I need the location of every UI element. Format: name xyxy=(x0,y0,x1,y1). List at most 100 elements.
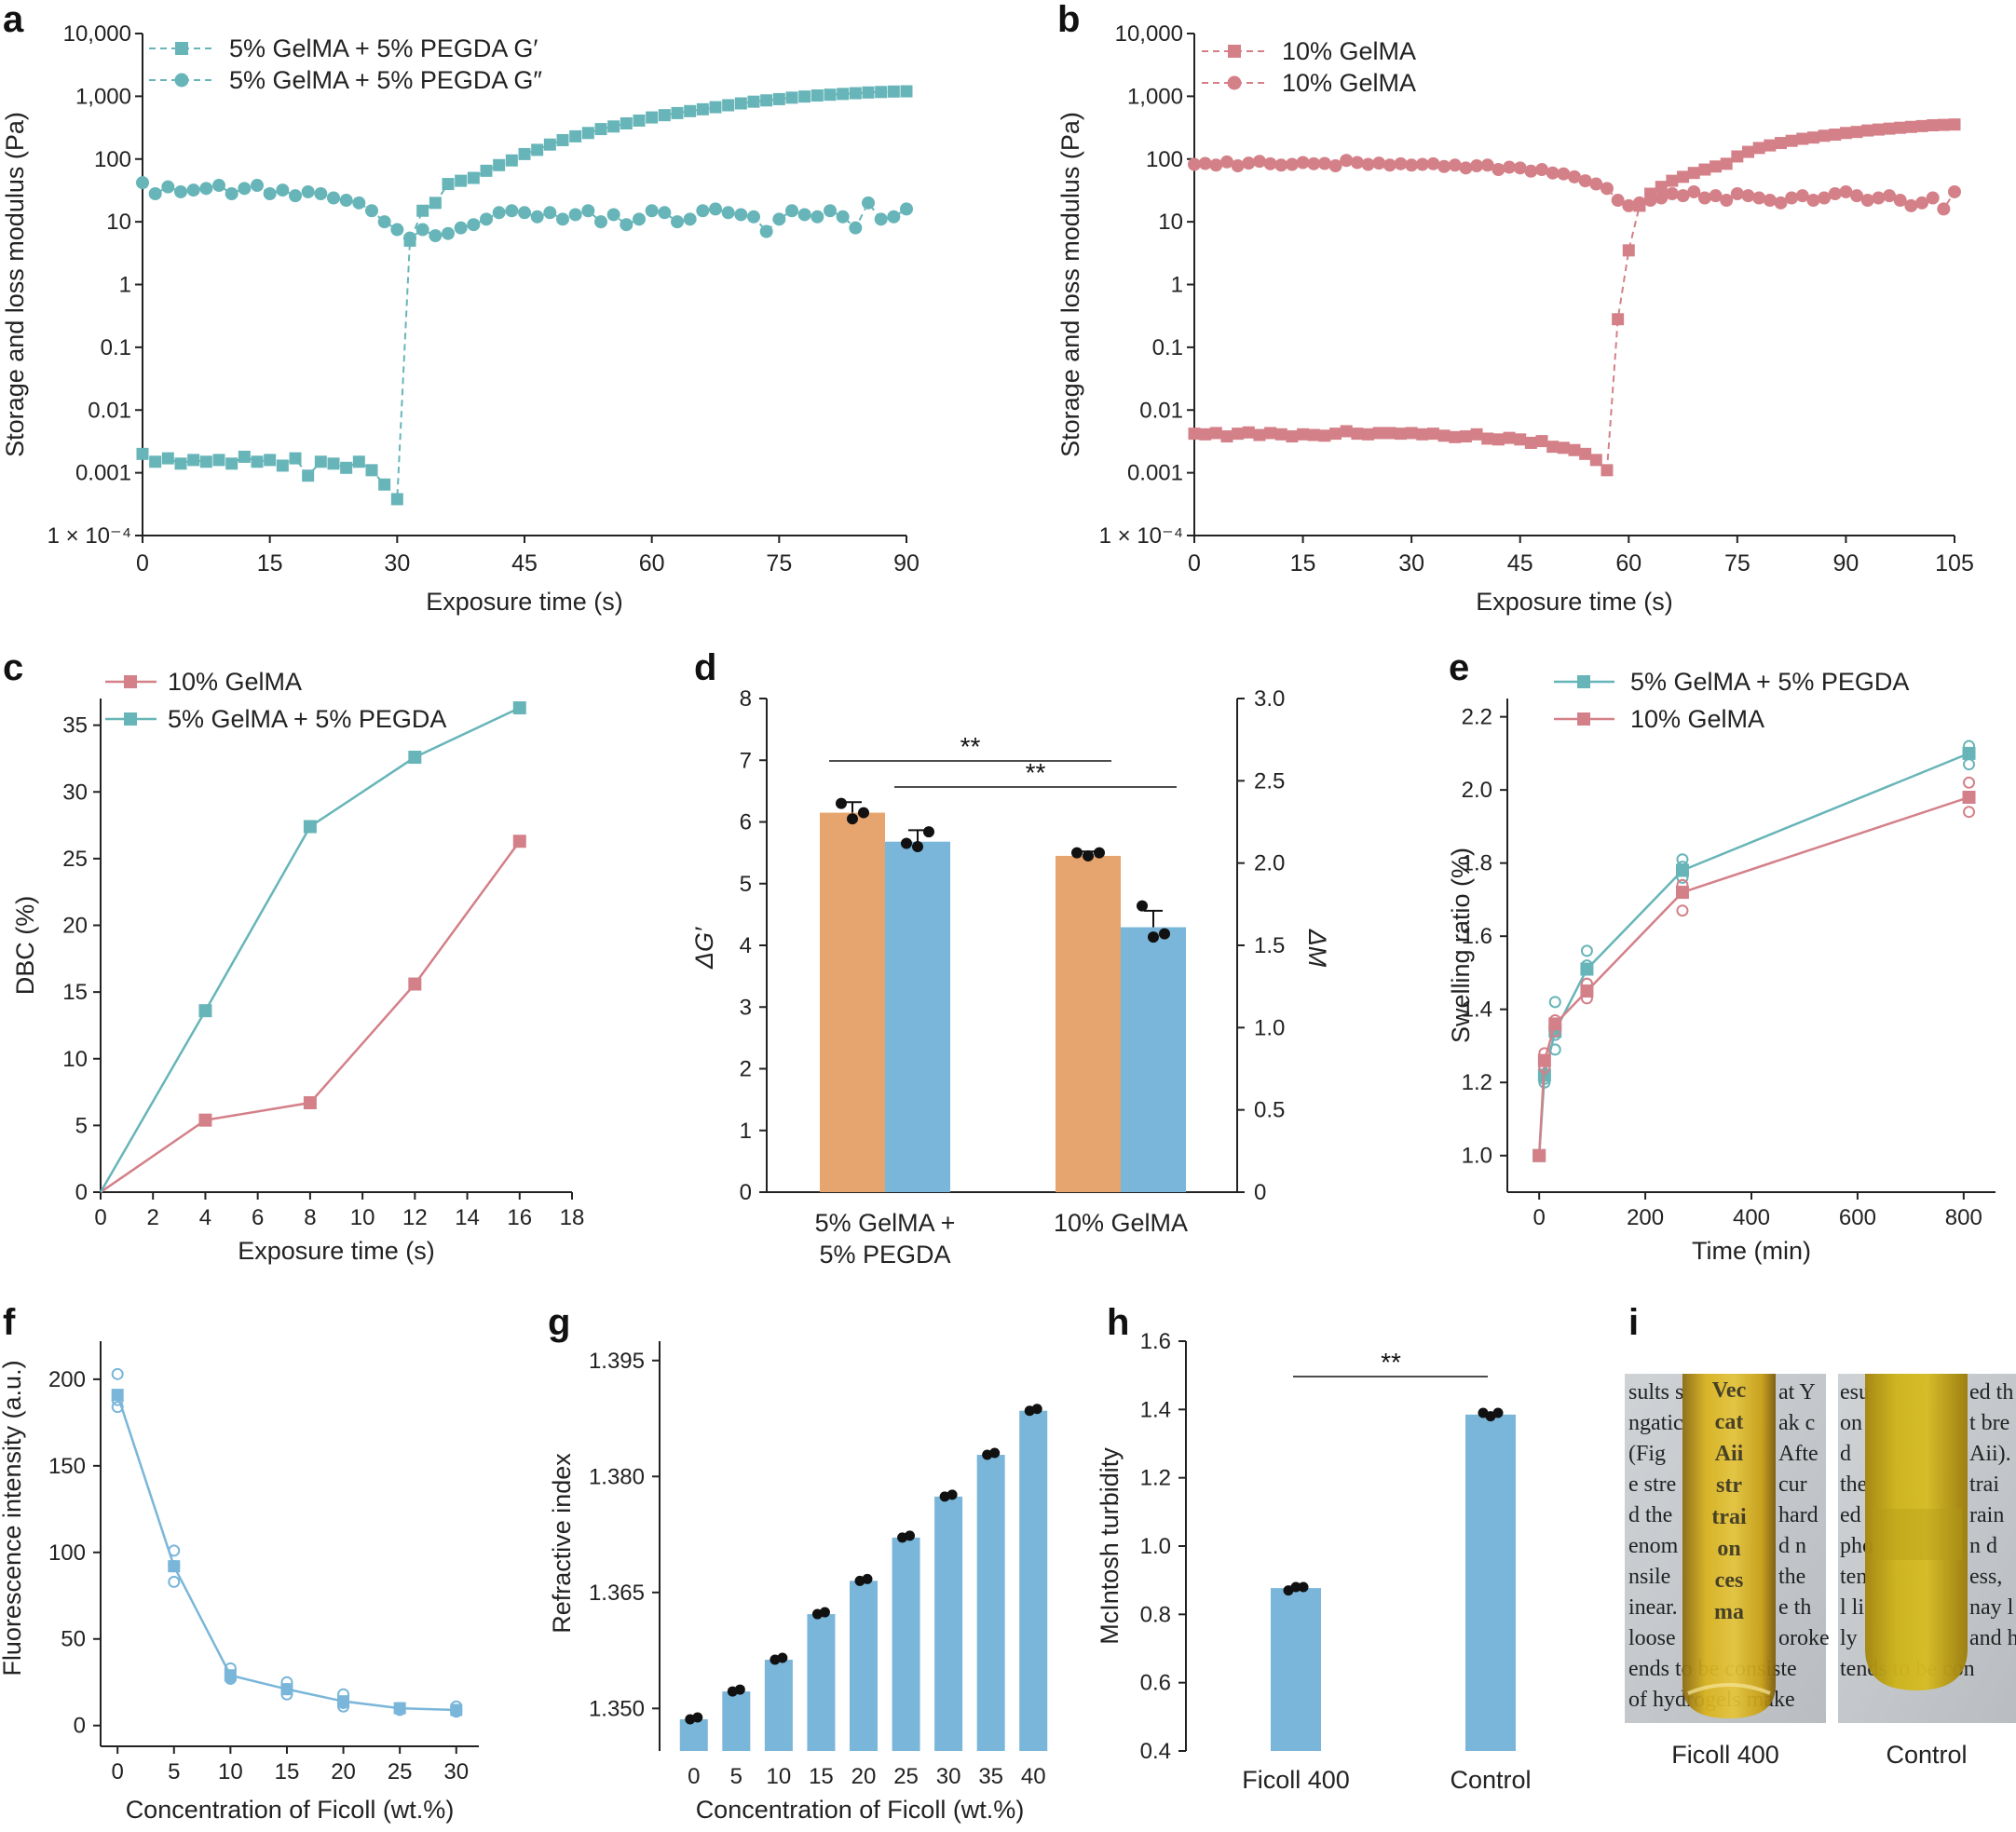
data-point-square xyxy=(633,114,646,127)
replicate-point xyxy=(1548,1013,1561,1026)
x-tick-label: 30 xyxy=(1398,550,1424,577)
paper-text-line: ngatic xyxy=(1628,1411,1683,1435)
data-point-circle xyxy=(530,210,544,224)
x-tick-label: 6 xyxy=(252,1205,264,1230)
data-point-square xyxy=(1297,427,1310,441)
data-point xyxy=(1094,847,1105,859)
x-tick-label: 30 xyxy=(384,550,410,577)
data-point-circle xyxy=(1741,189,1755,203)
data-point-circle xyxy=(1697,191,1711,205)
data-point-circle xyxy=(1600,182,1614,196)
data-point-circle xyxy=(429,229,443,243)
data-point-circle xyxy=(1883,189,1897,203)
data-point-circle xyxy=(683,212,697,226)
data-point-circle xyxy=(543,206,557,220)
x-tick-label: 0 xyxy=(1532,1205,1545,1230)
data-point xyxy=(1298,1581,1309,1593)
data-point-square xyxy=(1568,443,1581,456)
data-point-square xyxy=(1872,123,1885,136)
data-point-circle xyxy=(1774,196,1788,210)
data-point-square xyxy=(512,701,526,715)
data-point-square xyxy=(352,455,365,468)
data-point-circle xyxy=(696,204,710,218)
y-tick-label: 1.2 xyxy=(1462,1070,1492,1095)
y-tick-label: 150 xyxy=(48,1454,86,1479)
data-point-circle xyxy=(186,183,200,197)
data-point-square xyxy=(1742,145,1755,158)
ficoll-tube xyxy=(1682,1374,1776,1718)
data-point-circle xyxy=(620,218,633,232)
data-point-circle xyxy=(606,208,620,222)
y-tick-label: 1.6 xyxy=(1462,924,1492,949)
x-tick-label: 16 xyxy=(507,1205,532,1230)
y-axis-title: Storage and loss modulus (Pa) xyxy=(1,112,29,457)
series-line-0 xyxy=(100,840,521,1194)
bar xyxy=(1121,927,1186,1192)
data-point-circle xyxy=(1806,194,1820,208)
data-point-square xyxy=(1937,118,1950,131)
data-point-circle xyxy=(759,224,773,238)
paper-text-line: d xyxy=(1840,1442,1851,1466)
replicate-point xyxy=(1963,758,1976,771)
paper-text-line: ly xyxy=(1840,1626,1858,1650)
data-point-circle xyxy=(1459,161,1473,175)
data-point-square xyxy=(314,455,327,468)
data-point-circle xyxy=(251,179,264,193)
data-point xyxy=(777,1652,788,1663)
y-tick-label: 0 xyxy=(74,1714,86,1739)
data-point-circle xyxy=(836,210,850,224)
panel-label-f: f xyxy=(3,1302,16,1343)
bar xyxy=(934,1496,963,1751)
data-point-circle xyxy=(1415,157,1429,171)
data-point-circle xyxy=(1872,191,1886,205)
y-tick-label: 1.395 xyxy=(589,1349,645,1374)
data-point xyxy=(692,1712,703,1723)
data-point-circle xyxy=(709,202,722,216)
data-point-circle xyxy=(1632,196,1646,210)
y-tick-label: 3 xyxy=(740,995,752,1020)
bar xyxy=(885,841,950,1192)
data-point-square xyxy=(709,101,722,114)
data-point-circle xyxy=(874,212,888,226)
paper-text-line: Afte xyxy=(1778,1442,1818,1466)
data-point-circle xyxy=(1372,156,1386,170)
legend-label: 5% GelMA + 5% PEGDA G′ xyxy=(229,34,538,62)
tube-text-line: str xyxy=(1716,1473,1742,1498)
data-point-circle xyxy=(1557,167,1571,181)
panel-label-b: b xyxy=(1057,0,1080,40)
data-point-square xyxy=(1232,427,1245,441)
replicate-point xyxy=(1580,977,1593,990)
data-point-square xyxy=(1764,139,1777,152)
y-tick-label: 100 xyxy=(1146,147,1183,172)
y-tick-label: 1 xyxy=(1171,273,1183,298)
data-point-circle xyxy=(174,184,187,198)
data-point-circle xyxy=(747,210,760,224)
x-tick-label: 15 xyxy=(1290,550,1316,577)
data-point-square xyxy=(543,138,556,151)
data-point-square xyxy=(1948,118,1961,131)
data-point-square xyxy=(1449,430,1462,443)
data-point-square xyxy=(276,459,289,472)
replicate-point xyxy=(1676,904,1689,917)
x-tick-label: 600 xyxy=(1839,1205,1876,1230)
y-tick-label: 1,000 xyxy=(1127,84,1183,109)
paper-text-line: ak c xyxy=(1778,1411,1815,1435)
data-point-circle xyxy=(1317,156,1331,170)
data-point-square xyxy=(1286,430,1299,443)
x-tick-label: 60 xyxy=(639,550,665,577)
data-point-square xyxy=(734,97,747,110)
paper-text-line: sults s xyxy=(1628,1380,1683,1405)
data-point-circle xyxy=(810,210,824,224)
y-tick-label: 0.001 xyxy=(75,461,131,486)
legend-label: 5% GelMA + 5% PEGDA G″ xyxy=(229,66,542,94)
x-tick-label: 20 xyxy=(331,1759,356,1785)
data-point-square xyxy=(467,171,480,184)
replicate-point xyxy=(1676,886,1689,899)
replicate-point xyxy=(1548,1043,1561,1056)
data-point-square xyxy=(340,461,353,474)
data-point-square xyxy=(1437,429,1451,442)
data-point-square xyxy=(493,158,506,171)
data-point-square xyxy=(1677,170,1690,183)
data-point xyxy=(901,837,912,849)
